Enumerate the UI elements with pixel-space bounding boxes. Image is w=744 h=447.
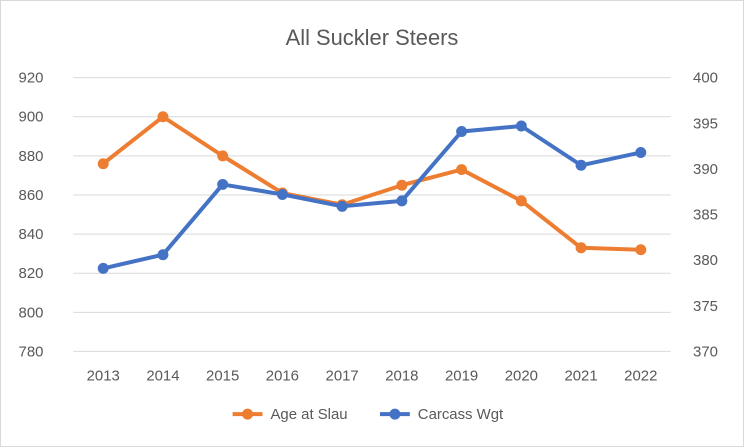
x-tick-label: 2018 [385,367,418,384]
left-tick-label: 900 [19,109,44,126]
data-point [336,200,348,212]
legend-label: Carcass Wgt [418,406,504,423]
right-tick-label: 370 [693,343,718,360]
data-point [217,150,229,162]
data-point [635,147,647,158]
left-tick-label: 920 [19,70,44,87]
right-tick-label: 400 [693,70,718,87]
left-axis-ticks: 780 800 820 840 860 880 900 920 [19,70,44,361]
left-tick-label: 780 [19,343,44,360]
data-point [157,111,169,123]
data-point [97,158,109,170]
x-tick-label: 2020 [505,367,538,384]
x-tick-label: 2017 [326,367,359,384]
right-tick-label: 390 [693,161,718,178]
right-tick-label: 375 [693,298,718,315]
data-point [575,159,587,171]
data-point [575,242,587,254]
data-point [97,262,109,274]
legend-swatch-marker [389,408,401,420]
left-tick-label: 840 [19,226,44,243]
x-tick-label: 2013 [87,367,120,384]
data-point [157,249,169,261]
x-tick-label: 2016 [266,367,299,384]
x-tick-label: 2015 [206,367,239,384]
data-point [515,195,527,207]
data-point [396,179,408,191]
x-tick-label: 2014 [146,367,179,384]
legend-swatch-marker [242,408,254,420]
left-tick-label: 820 [19,265,44,282]
data-point [635,244,647,256]
chart-title: All Suckler Steers [286,25,459,50]
data-point [217,178,229,190]
series-line-age-at-slau [101,114,643,252]
data-point [515,120,527,132]
legend-label: Age at Slau [270,406,347,423]
series-line-carcass-wgt [101,124,643,271]
legend: Age at Slau Carcass Wgt [232,406,504,423]
x-axis-ticks: 2013 2014 2015 2016 2017 2018 2019 2020 2021 2022 [87,367,658,384]
left-tick-label: 860 [19,187,44,204]
x-tick-label: 2021 [564,367,597,384]
x-tick-label: 2022 [624,367,657,384]
right-tick-label: 380 [693,252,718,269]
right-axis-ticks: 370 375 380 385 390 395 400 [693,70,718,361]
data-point [456,126,468,137]
left-tick-label: 800 [19,304,44,321]
series-group [97,111,647,274]
right-tick-label: 395 [693,115,718,132]
left-tick-label: 880 [19,148,44,165]
data-point [276,188,288,200]
right-tick-label: 385 [693,207,718,224]
data-point [456,164,468,176]
data-point [396,195,408,207]
x-tick-label: 2019 [445,367,478,384]
